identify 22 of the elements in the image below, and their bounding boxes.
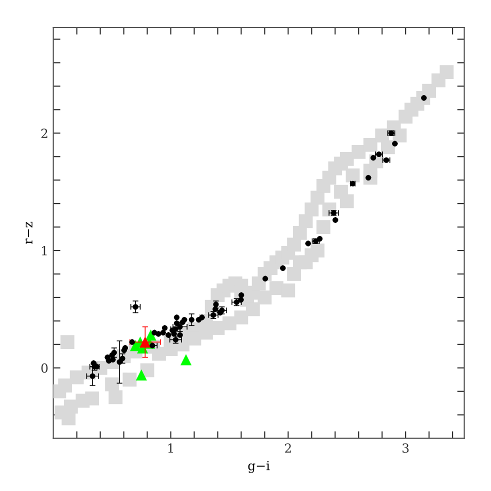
- point: [280, 265, 286, 271]
- point: [116, 359, 122, 365]
- point: [140, 336, 151, 348]
- point: [196, 316, 202, 323]
- y-tick-label: 0: [41, 363, 48, 373]
- point: [392, 140, 398, 146]
- y-axis-title: r−z: [26, 222, 32, 244]
- point: [188, 316, 194, 323]
- point: [132, 304, 138, 310]
- point: [136, 369, 147, 380]
- point: [332, 217, 338, 223]
- y-tick-label: 2: [41, 128, 48, 138]
- point: [180, 319, 186, 325]
- x-tick-label: 1: [168, 443, 173, 453]
- y-tick-label: 1: [42, 246, 47, 256]
- point: [90, 373, 96, 379]
- point: [162, 325, 168, 331]
- x-tick-label: 3: [402, 443, 409, 453]
- x-axis-title: g−i: [248, 460, 270, 473]
- x-tick-label: 2: [285, 443, 291, 453]
- point: [180, 354, 192, 366]
- point: [262, 276, 268, 282]
